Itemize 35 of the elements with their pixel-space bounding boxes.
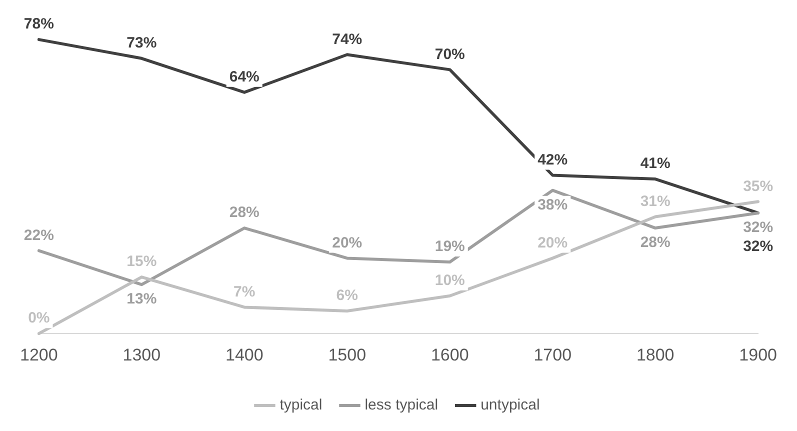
data-label: 42% <box>538 151 568 168</box>
data-label: 0% <box>28 310 50 327</box>
x-tick-label: 1500 <box>328 345 366 364</box>
legend-label: typical <box>280 396 322 414</box>
data-label: 22% <box>24 226 54 244</box>
data-label: 15% <box>126 253 157 270</box>
data-label: 32% <box>743 238 774 256</box>
x-tick-label: 1700 <box>534 345 572 364</box>
x-tick-label: 1300 <box>122 345 161 364</box>
data-label: 38% <box>538 196 568 214</box>
data-label: 32% <box>743 219 774 236</box>
data-label: 6% <box>336 287 358 304</box>
data-label: 78% <box>24 16 54 33</box>
data-label: 10% <box>434 272 465 290</box>
data-label: 19% <box>434 238 465 256</box>
data-label: 7% <box>234 283 256 300</box>
x-tick-label: 1600 <box>430 345 469 364</box>
data-label: 28% <box>229 204 260 222</box>
data-label: 20% <box>538 234 568 252</box>
data-label: 70% <box>434 46 465 63</box>
data-label: 73% <box>126 34 157 52</box>
data-label: 20% <box>332 234 362 252</box>
x-tick-label: 1400 <box>225 345 264 364</box>
x-tick-label: 1800 <box>636 345 674 364</box>
data-label: 13% <box>126 290 157 308</box>
data-label: 31% <box>640 192 670 210</box>
data-label: 64% <box>229 68 260 86</box>
legend-label: less typical <box>364 396 438 414</box>
x-tick-label: 1900 <box>739 345 778 364</box>
data-label: 41% <box>640 155 670 172</box>
x-tick-label: 1200 <box>20 345 58 364</box>
data-label: 74% <box>332 30 362 48</box>
legend-label: untypical <box>480 396 540 414</box>
data-label: 35% <box>743 178 774 195</box>
data-label: 28% <box>640 234 670 252</box>
